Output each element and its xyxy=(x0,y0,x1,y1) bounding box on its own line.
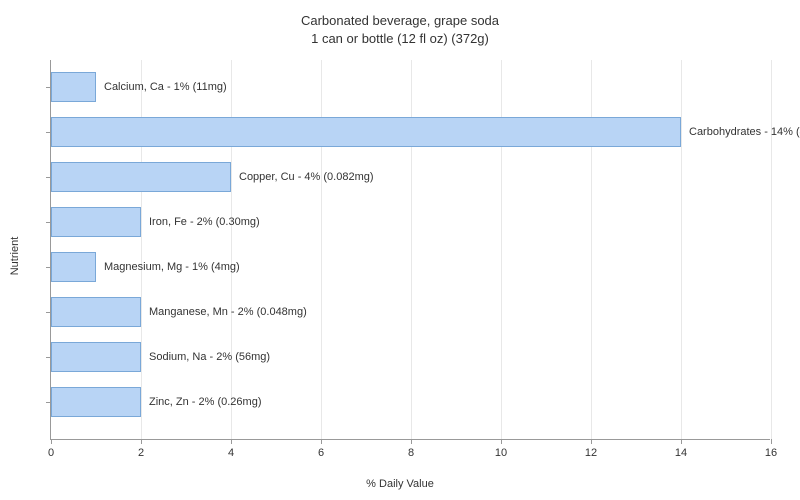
bar-label: Zinc, Zn - 2% (0.26mg) xyxy=(149,396,261,408)
title-line-2: 1 can or bottle (12 fl oz) (372g) xyxy=(0,30,800,48)
x-axis-label: % Daily Value xyxy=(366,478,434,490)
x-tick-mark xyxy=(771,439,772,444)
bar-label: Iron, Fe - 2% (0.30mg) xyxy=(149,216,260,228)
x-tick-mark xyxy=(51,439,52,444)
bar xyxy=(51,297,141,327)
bar xyxy=(51,387,141,417)
title-line-1: Carbonated beverage, grape soda xyxy=(0,12,800,30)
bar-label: Copper, Cu - 4% (0.082mg) xyxy=(239,171,374,183)
x-tick-mark xyxy=(141,439,142,444)
x-tick-mark xyxy=(501,439,502,444)
x-tick-label: 4 xyxy=(228,447,234,459)
bar xyxy=(51,342,141,372)
bar-label: Magnesium, Mg - 1% (4mg) xyxy=(104,261,240,273)
bar xyxy=(51,117,681,147)
x-tick-label: 8 xyxy=(408,447,414,459)
x-tick-label: 0 xyxy=(48,447,54,459)
x-tick-mark xyxy=(591,439,592,444)
gridline xyxy=(771,60,772,439)
bar xyxy=(51,252,96,282)
y-axis-label: Nutrient xyxy=(9,237,21,276)
x-tick-label: 12 xyxy=(585,447,597,459)
bar-label: Manganese, Mn - 2% (0.048mg) xyxy=(149,306,307,318)
gridline xyxy=(681,60,682,439)
bar xyxy=(51,207,141,237)
bar xyxy=(51,72,96,102)
plot-area: 0246810121416Calcium, Ca - 1% (11mg)Carb… xyxy=(50,60,770,440)
x-tick-label: 16 xyxy=(765,447,777,459)
bar-label: Sodium, Na - 2% (56mg) xyxy=(149,351,270,363)
x-tick-mark xyxy=(681,439,682,444)
x-tick-mark xyxy=(411,439,412,444)
bar xyxy=(51,162,231,192)
bar-label: Calcium, Ca - 1% (11mg) xyxy=(104,81,227,93)
x-tick-mark xyxy=(321,439,322,444)
x-tick-label: 10 xyxy=(495,447,507,459)
bar-label: Carbohydrates - 14% (41.66g) xyxy=(689,126,800,138)
x-tick-label: 14 xyxy=(675,447,687,459)
x-tick-label: 6 xyxy=(318,447,324,459)
x-tick-label: 2 xyxy=(138,447,144,459)
chart-container: Carbonated beverage, grape soda 1 can or… xyxy=(0,0,800,500)
chart-title: Carbonated beverage, grape soda 1 can or… xyxy=(0,0,800,48)
x-tick-mark xyxy=(231,439,232,444)
